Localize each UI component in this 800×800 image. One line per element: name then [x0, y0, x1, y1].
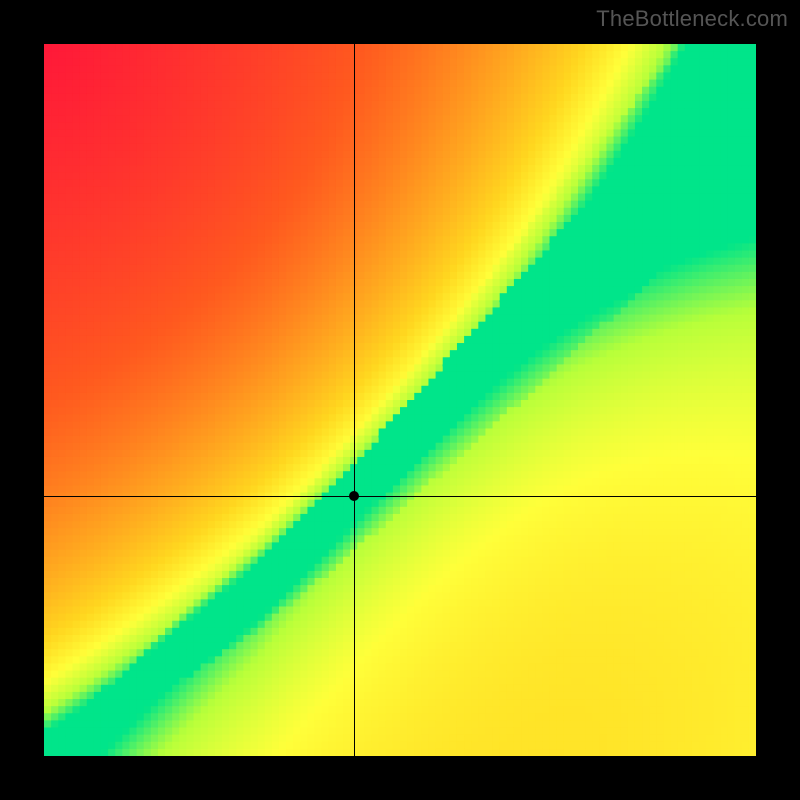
crosshair-vertical [354, 44, 355, 756]
heatmap-canvas [44, 44, 756, 756]
crosshair-marker [349, 491, 359, 501]
chart-frame: TheBottleneck.com [0, 0, 800, 800]
plot-area [44, 44, 756, 756]
crosshair-horizontal [44, 496, 756, 497]
watermark-text: TheBottleneck.com [596, 6, 788, 32]
